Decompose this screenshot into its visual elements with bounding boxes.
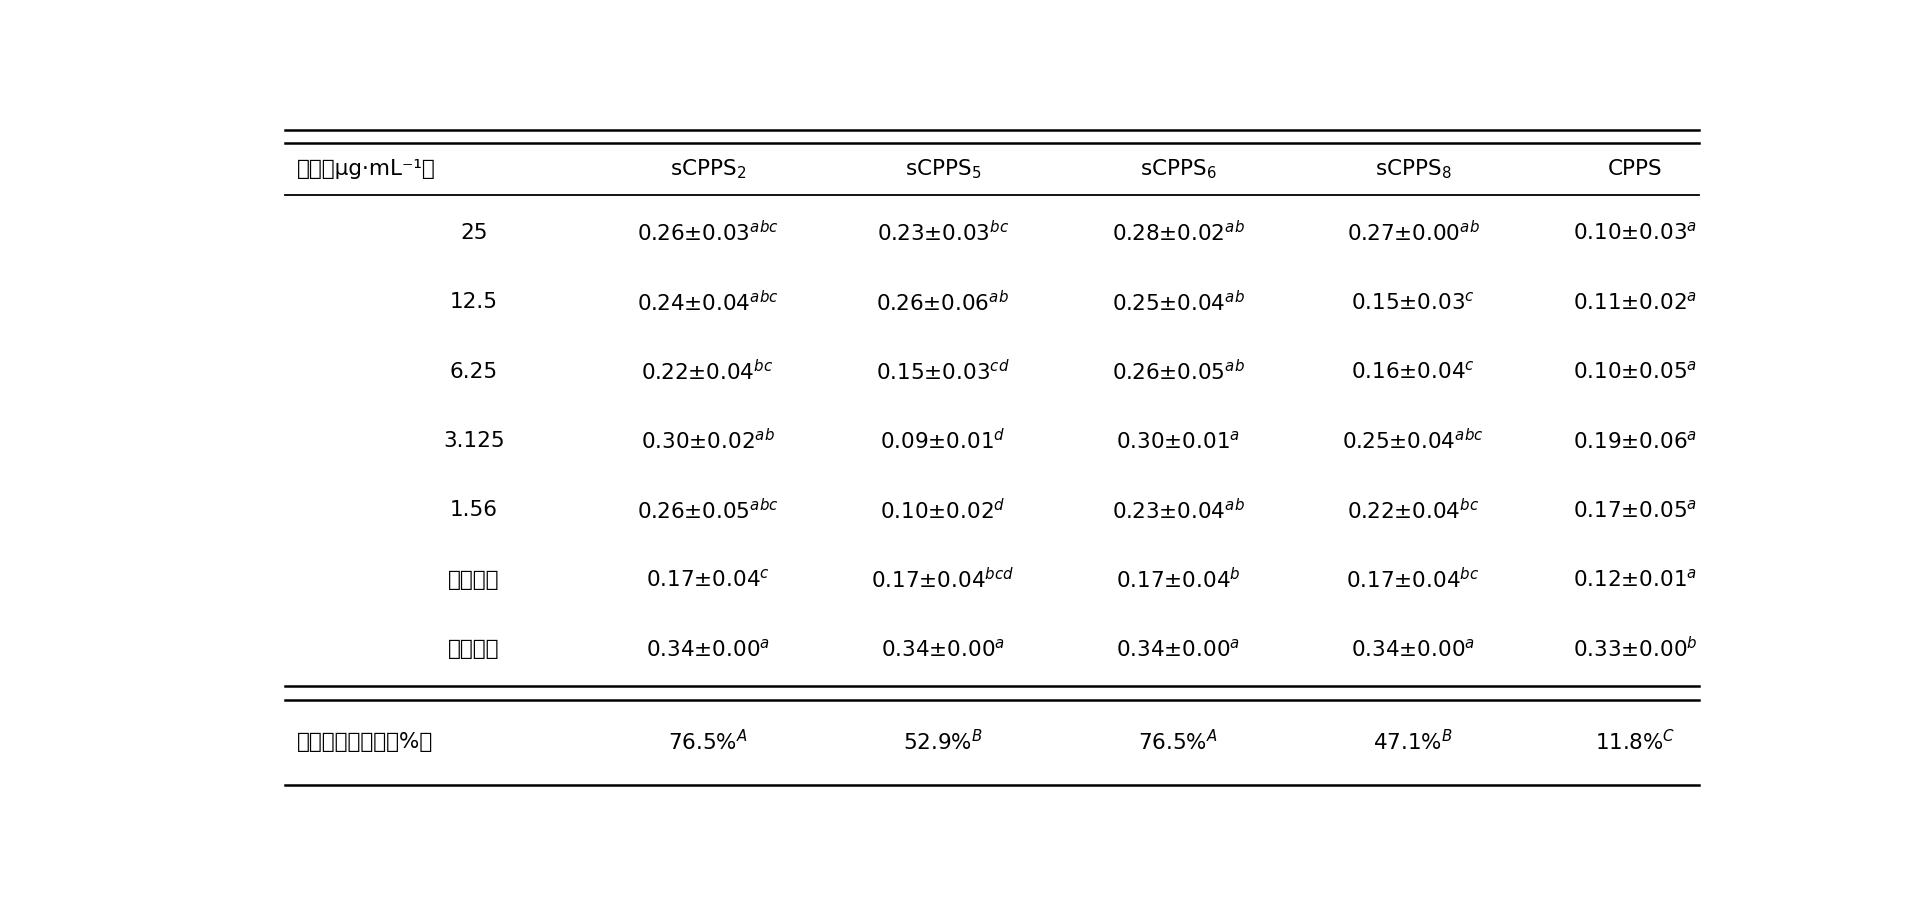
Text: 0.11±0.02$^{a}$: 0.11±0.02$^{a}$ <box>1573 291 1696 313</box>
Text: 0.12±0.01$^{a}$: 0.12±0.01$^{a}$ <box>1573 569 1696 591</box>
Text: 52.9%$^{B}$: 52.9%$^{B}$ <box>903 729 984 754</box>
Text: 25: 25 <box>461 223 488 243</box>
Text: 0.33±0.00$^{b}$: 0.33±0.00$^{b}$ <box>1573 636 1698 662</box>
Text: 0.23±0.04$^{ab}$: 0.23±0.04$^{ab}$ <box>1112 498 1245 523</box>
Text: 0.17±0.04$^{c}$: 0.17±0.04$^{c}$ <box>645 569 770 591</box>
Text: 浓度（μg·mL⁻¹）: 浓度（μg·mL⁻¹） <box>296 158 436 178</box>
Text: 0.34±0.00$^{a}$: 0.34±0.00$^{a}$ <box>1350 638 1475 660</box>
Text: 0.17±0.04$^{bc}$: 0.17±0.04$^{bc}$ <box>1347 567 1479 592</box>
Text: 0.30±0.02$^{ab}$: 0.30±0.02$^{ab}$ <box>640 429 774 453</box>
Text: 0.15±0.03$^{c}$: 0.15±0.03$^{c}$ <box>1350 291 1475 313</box>
Text: 6.25: 6.25 <box>450 361 498 381</box>
Text: 0.15±0.03$^{cd}$: 0.15±0.03$^{cd}$ <box>876 359 1010 384</box>
Text: 0.26±0.05$^{abc}$: 0.26±0.05$^{abc}$ <box>636 498 778 523</box>
Text: 0.34±0.00$^{a}$: 0.34±0.00$^{a}$ <box>1116 638 1241 660</box>
Text: 病毒对照: 病毒对照 <box>448 570 499 590</box>
Text: sCPPS$_5$: sCPPS$_5$ <box>905 157 982 180</box>
Text: 0.10±0.02$^{d}$: 0.10±0.02$^{d}$ <box>880 498 1005 523</box>
Text: 0.34±0.00$^{a}$: 0.34±0.00$^{a}$ <box>645 638 770 660</box>
Text: 0.17±0.04$^{bcd}$: 0.17±0.04$^{bcd}$ <box>870 567 1014 592</box>
Text: sCPPS$_8$: sCPPS$_8$ <box>1375 157 1452 180</box>
Text: 0.22±0.04$^{bc}$: 0.22±0.04$^{bc}$ <box>642 359 774 384</box>
Text: 0.17±0.05$^{a}$: 0.17±0.05$^{a}$ <box>1573 500 1696 521</box>
Text: 0.09±0.01$^{d}$: 0.09±0.01$^{d}$ <box>880 429 1005 453</box>
Text: 0.25±0.04$^{ab}$: 0.25±0.04$^{ab}$ <box>1112 289 1245 315</box>
Text: 3.125: 3.125 <box>444 431 505 451</box>
Text: 11.8%$^{C}$: 11.8%$^{C}$ <box>1594 729 1675 754</box>
Text: 12.5: 12.5 <box>450 292 498 312</box>
Text: 0.27±0.00$^{ab}$: 0.27±0.00$^{ab}$ <box>1347 220 1479 246</box>
Text: CPPS: CPPS <box>1608 158 1662 178</box>
Text: 0.30±0.01$^{a}$: 0.30±0.01$^{a}$ <box>1116 430 1241 452</box>
Text: 0.16±0.04$^{c}$: 0.16±0.04$^{c}$ <box>1350 360 1475 382</box>
Text: 0.22±0.04$^{bc}$: 0.22±0.04$^{bc}$ <box>1347 498 1479 523</box>
Text: sCPPS$_6$: sCPPS$_6$ <box>1139 157 1216 180</box>
Text: 0.24±0.04$^{abc}$: 0.24±0.04$^{abc}$ <box>636 289 778 315</box>
Text: 47.1%$^{B}$: 47.1%$^{B}$ <box>1374 729 1452 754</box>
Text: 0.23±0.03$^{bc}$: 0.23±0.03$^{bc}$ <box>876 220 1009 246</box>
Text: 0.26±0.03$^{abc}$: 0.26±0.03$^{abc}$ <box>636 220 778 246</box>
Text: 0.34±0.00$^{a}$: 0.34±0.00$^{a}$ <box>880 638 1005 660</box>
Text: 76.5%$^{A}$: 76.5%$^{A}$ <box>669 729 747 754</box>
Text: 0.28±0.02$^{ab}$: 0.28±0.02$^{ab}$ <box>1112 220 1245 246</box>
Text: 0.10±0.05$^{a}$: 0.10±0.05$^{a}$ <box>1573 360 1696 382</box>
Text: 最高病毒抑制率（%）: 最高病毒抑制率（%） <box>296 732 432 752</box>
Text: 0.17±0.04$^{b}$: 0.17±0.04$^{b}$ <box>1116 567 1241 592</box>
Text: 0.26±0.05$^{ab}$: 0.26±0.05$^{ab}$ <box>1112 359 1245 384</box>
Text: 细胞对照: 细胞对照 <box>448 639 499 659</box>
Text: 0.26±0.06$^{ab}$: 0.26±0.06$^{ab}$ <box>876 289 1009 315</box>
Text: 0.25±0.04$^{abc}$: 0.25±0.04$^{abc}$ <box>1343 429 1485 453</box>
Text: sCPPS$_2$: sCPPS$_2$ <box>670 157 745 180</box>
Text: 0.10±0.03$^{a}$: 0.10±0.03$^{a}$ <box>1573 222 1696 244</box>
Text: 1.56: 1.56 <box>450 501 498 521</box>
Text: 0.19±0.06$^{a}$: 0.19±0.06$^{a}$ <box>1573 430 1696 452</box>
Text: 76.5%$^{A}$: 76.5%$^{A}$ <box>1137 729 1218 754</box>
